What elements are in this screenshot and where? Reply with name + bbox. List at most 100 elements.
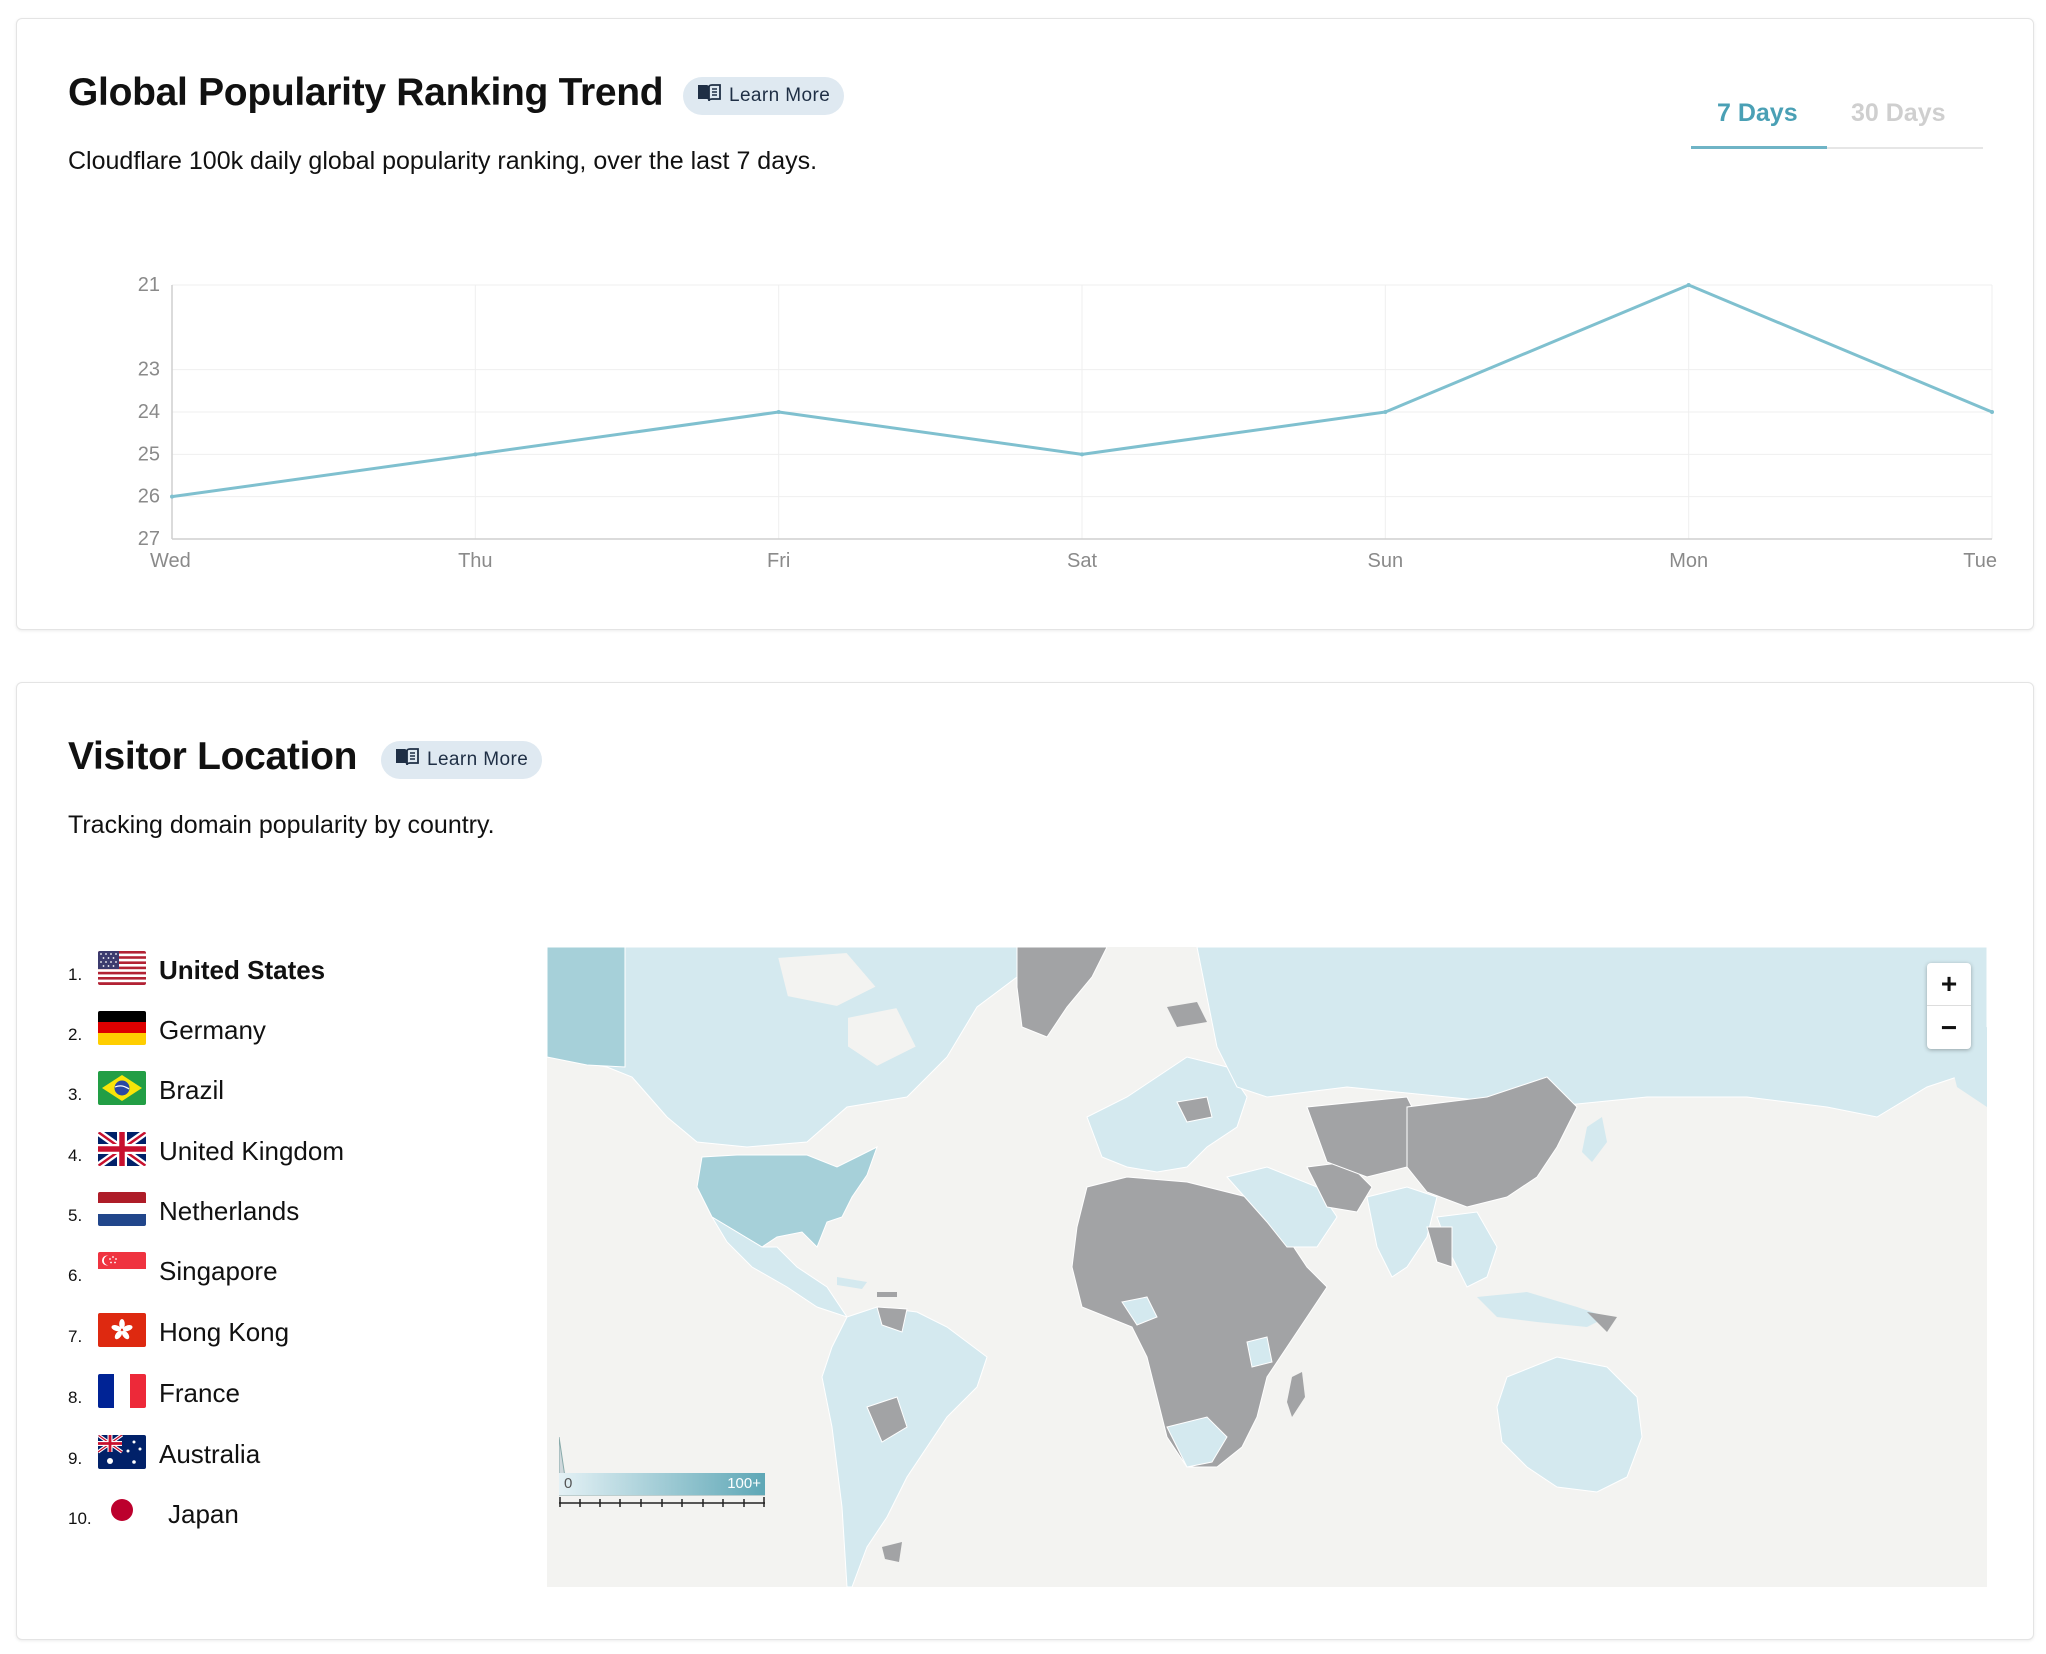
zoom-out-button[interactable]: − [1940, 1011, 1958, 1043]
x-tick-label: Sun [1368, 550, 1404, 572]
legend-max-label: 100+ [727, 1475, 761, 1492]
rank-number: 3. [68, 1085, 83, 1104]
country-name: France [159, 1378, 240, 1408]
rank-number: 6. [68, 1266, 83, 1285]
tab-30-days[interactable]: 30 Days [1851, 99, 1946, 127]
location-learn-more-button[interactable]: Learn More [381, 741, 543, 779]
list-item[interactable]: 8. France [68, 1370, 408, 1414]
learn-more-label: Learn More [427, 749, 529, 770]
list-item[interactable]: 3. Brazil [68, 1067, 408, 1111]
rank-number: 5. [68, 1206, 83, 1225]
map-south-africa [1166, 1416, 1228, 1468]
x-tick-label: Wed [150, 550, 191, 572]
x-tick-label: Thu [458, 550, 492, 572]
list-item[interactable]: 2. Germany [68, 1007, 408, 1051]
visitor-location-card: Visitor Location Learn More Tracking dom… [16, 682, 2034, 1640]
trend-learn-more-button[interactable]: Learn More [683, 77, 845, 115]
world-map-svg [547, 947, 1987, 1587]
rank-number: 10. [68, 1509, 92, 1528]
legend-min-label: 0 [564, 1475, 573, 1492]
map-indonesia [1477, 1292, 1607, 1327]
de-flag-icon [98, 1011, 146, 1045]
list-item[interactable]: 1. United States [68, 947, 408, 991]
hk-flag-icon [98, 1313, 146, 1347]
list-item[interactable]: 7. Hong Kong [68, 1309, 408, 1353]
map-canada [547, 947, 1028, 1148]
map-kenya [1246, 1336, 1273, 1368]
map-madagascar [1287, 1372, 1305, 1417]
nl-flag-icon [98, 1192, 146, 1226]
rank-number: 2. [68, 1025, 83, 1044]
book-icon [697, 83, 721, 109]
country-name: Australia [159, 1439, 261, 1469]
map-europe [1086, 1056, 1248, 1173]
y-tick-label: 24 [138, 401, 160, 423]
data-point [1383, 410, 1388, 414]
map-legend: 0 100+ [559, 1437, 769, 1507]
sg-flag-icon [98, 1252, 146, 1286]
map-middle-east [1226, 1166, 1338, 1248]
country-name: Hong Kong [159, 1317, 290, 1347]
rank-number: 8. [68, 1388, 83, 1407]
data-point [1686, 283, 1691, 287]
range-tabs: 7 Days 30 Days [1691, 79, 1983, 149]
data-point [1990, 410, 1994, 414]
world-map[interactable]: + − 0 100+ [547, 947, 1987, 1587]
map-venezuela [876, 1306, 908, 1333]
us-flag-icon [98, 951, 146, 985]
active-tab-indicator [1691, 146, 1827, 149]
au-flag-icon [98, 1435, 146, 1469]
country-name: United Kingdom [159, 1136, 344, 1166]
trend-title: Global Popularity Ranking Trend [68, 71, 664, 114]
map-japan [1582, 1117, 1607, 1162]
tab-7-days[interactable]: 7 Days [1717, 99, 1798, 127]
y-tick-label: 27 [138, 528, 160, 550]
y-tick-label: 21 [138, 274, 160, 296]
map-russia [1196, 947, 1987, 1118]
ranking-trend-card: Global Popularity Ranking Trend Learn Mo… [16, 18, 2034, 630]
country-name: Netherlands [159, 1196, 300, 1226]
country-name: United States [159, 955, 326, 985]
map-australia [1496, 1356, 1643, 1493]
x-tick-label: Mon [1669, 550, 1708, 572]
data-point [776, 410, 781, 414]
x-tick-label: Fri [767, 550, 790, 572]
x-tick-label: Tue [1963, 550, 1997, 572]
country-name: Japan [168, 1499, 239, 1529]
location-description: Tracking domain popularity by country. [68, 811, 495, 839]
country-name: Brazil [159, 1075, 225, 1105]
list-item[interactable]: 5. Netherlands [68, 1188, 408, 1232]
rank-number: 1. [68, 965, 83, 984]
fr-flag-icon [98, 1374, 146, 1408]
book-icon [395, 747, 419, 773]
y-tick-label: 23 [138, 359, 160, 381]
list-item[interactable]: 10. Japan [68, 1491, 408, 1535]
data-point [1080, 452, 1084, 457]
map-bolivia [866, 1396, 908, 1443]
zoom-in-button[interactable]: + [1927, 963, 1971, 1006]
country-name: Germany [159, 1015, 266, 1045]
data-point [170, 494, 174, 499]
list-item[interactable]: 4. United Kingdom [68, 1128, 408, 1172]
rank-number: 7. [68, 1327, 83, 1346]
country-name: Singapore [159, 1256, 278, 1286]
trend-description: Cloudflare 100k daily global popularity … [68, 147, 818, 175]
x-tick-label: Sat [1067, 550, 1097, 572]
map-alaska [547, 947, 626, 1068]
map-india [1366, 1186, 1438, 1278]
map-china [1406, 1076, 1578, 1208]
learn-more-label: Learn More [729, 85, 831, 106]
rank-number: 9. [68, 1449, 83, 1468]
map-zoom-control: + − [1927, 963, 1971, 1049]
data-point [473, 452, 478, 457]
rank-number: 4. [68, 1146, 83, 1165]
map-south-america [821, 1306, 988, 1587]
br-flag-icon [98, 1071, 146, 1105]
map-nigeria [1121, 1296, 1158, 1326]
list-item[interactable]: 6. Singapore [68, 1248, 408, 1292]
list-item[interactable]: 9. Australia [68, 1431, 408, 1475]
legend-histogram [559, 1437, 766, 1507]
jp-flag-icon [98, 1495, 146, 1529]
y-tick-label: 25 [138, 443, 160, 465]
